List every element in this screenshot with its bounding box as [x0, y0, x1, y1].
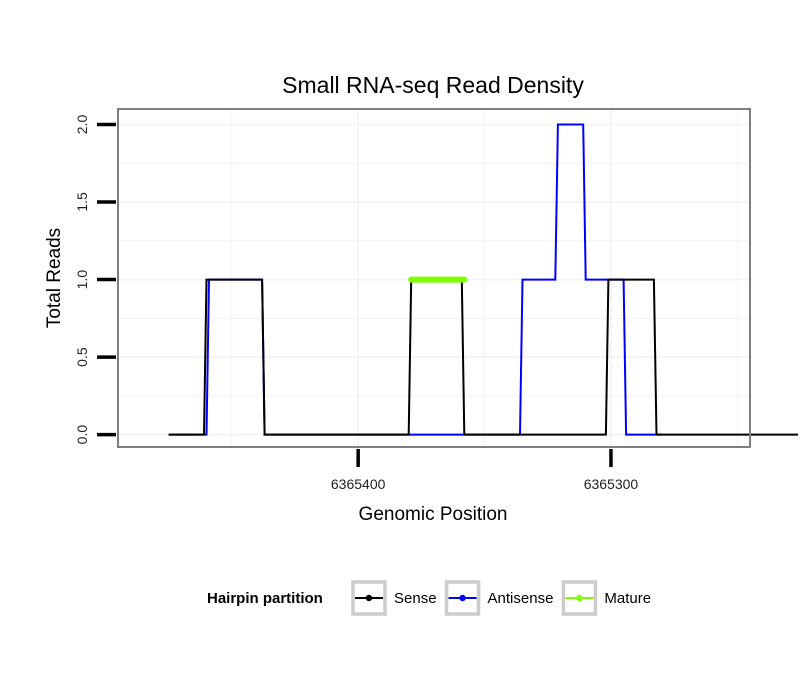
- legend-label: Sense: [394, 590, 437, 607]
- legend-entry-mature: Mature: [561, 580, 651, 616]
- series-layer: [168, 123, 798, 436]
- y-tick-label: 0.0: [74, 425, 90, 445]
- legend-label: Mature: [604, 590, 651, 607]
- legend-key-point: [576, 594, 583, 602]
- y-tick-label: 1.0: [74, 270, 90, 290]
- legend-entry-sense: Sense: [351, 580, 437, 616]
- legend-key-box: [444, 580, 481, 616]
- y-axis-title: Total Reads: [44, 228, 65, 328]
- legend-title: Hairpin partition: [207, 590, 323, 607]
- grid-lines: [118, 109, 750, 447]
- chart-title: Small RNA-seq Read Density: [282, 72, 584, 98]
- legend-key-point: [365, 594, 373, 602]
- y-tick-label: 0.5: [74, 347, 90, 367]
- legend-entries: Sense Antisense Mature: [351, 580, 651, 616]
- legend-label: Antisense: [488, 590, 554, 607]
- y-axis: 0.0 0.5 1.0 1.5 2.0: [74, 115, 116, 445]
- y-tick-label: 1.5: [74, 192, 90, 212]
- legend-key-point: [459, 594, 466, 602]
- plot-panel-border: [117, 108, 751, 448]
- y-tick-label: 2.0: [74, 115, 90, 135]
- x-tick-label: 6365300: [584, 476, 639, 492]
- x-axis: 6365400 6365300: [331, 449, 639, 492]
- x-tick-label: 6365400: [331, 476, 386, 492]
- legend: Hairpin partition Sense Antisense Mature: [207, 580, 651, 616]
- legend-entry-antisense: Antisense: [444, 580, 554, 616]
- x-axis-title: Genomic Position: [359, 504, 508, 525]
